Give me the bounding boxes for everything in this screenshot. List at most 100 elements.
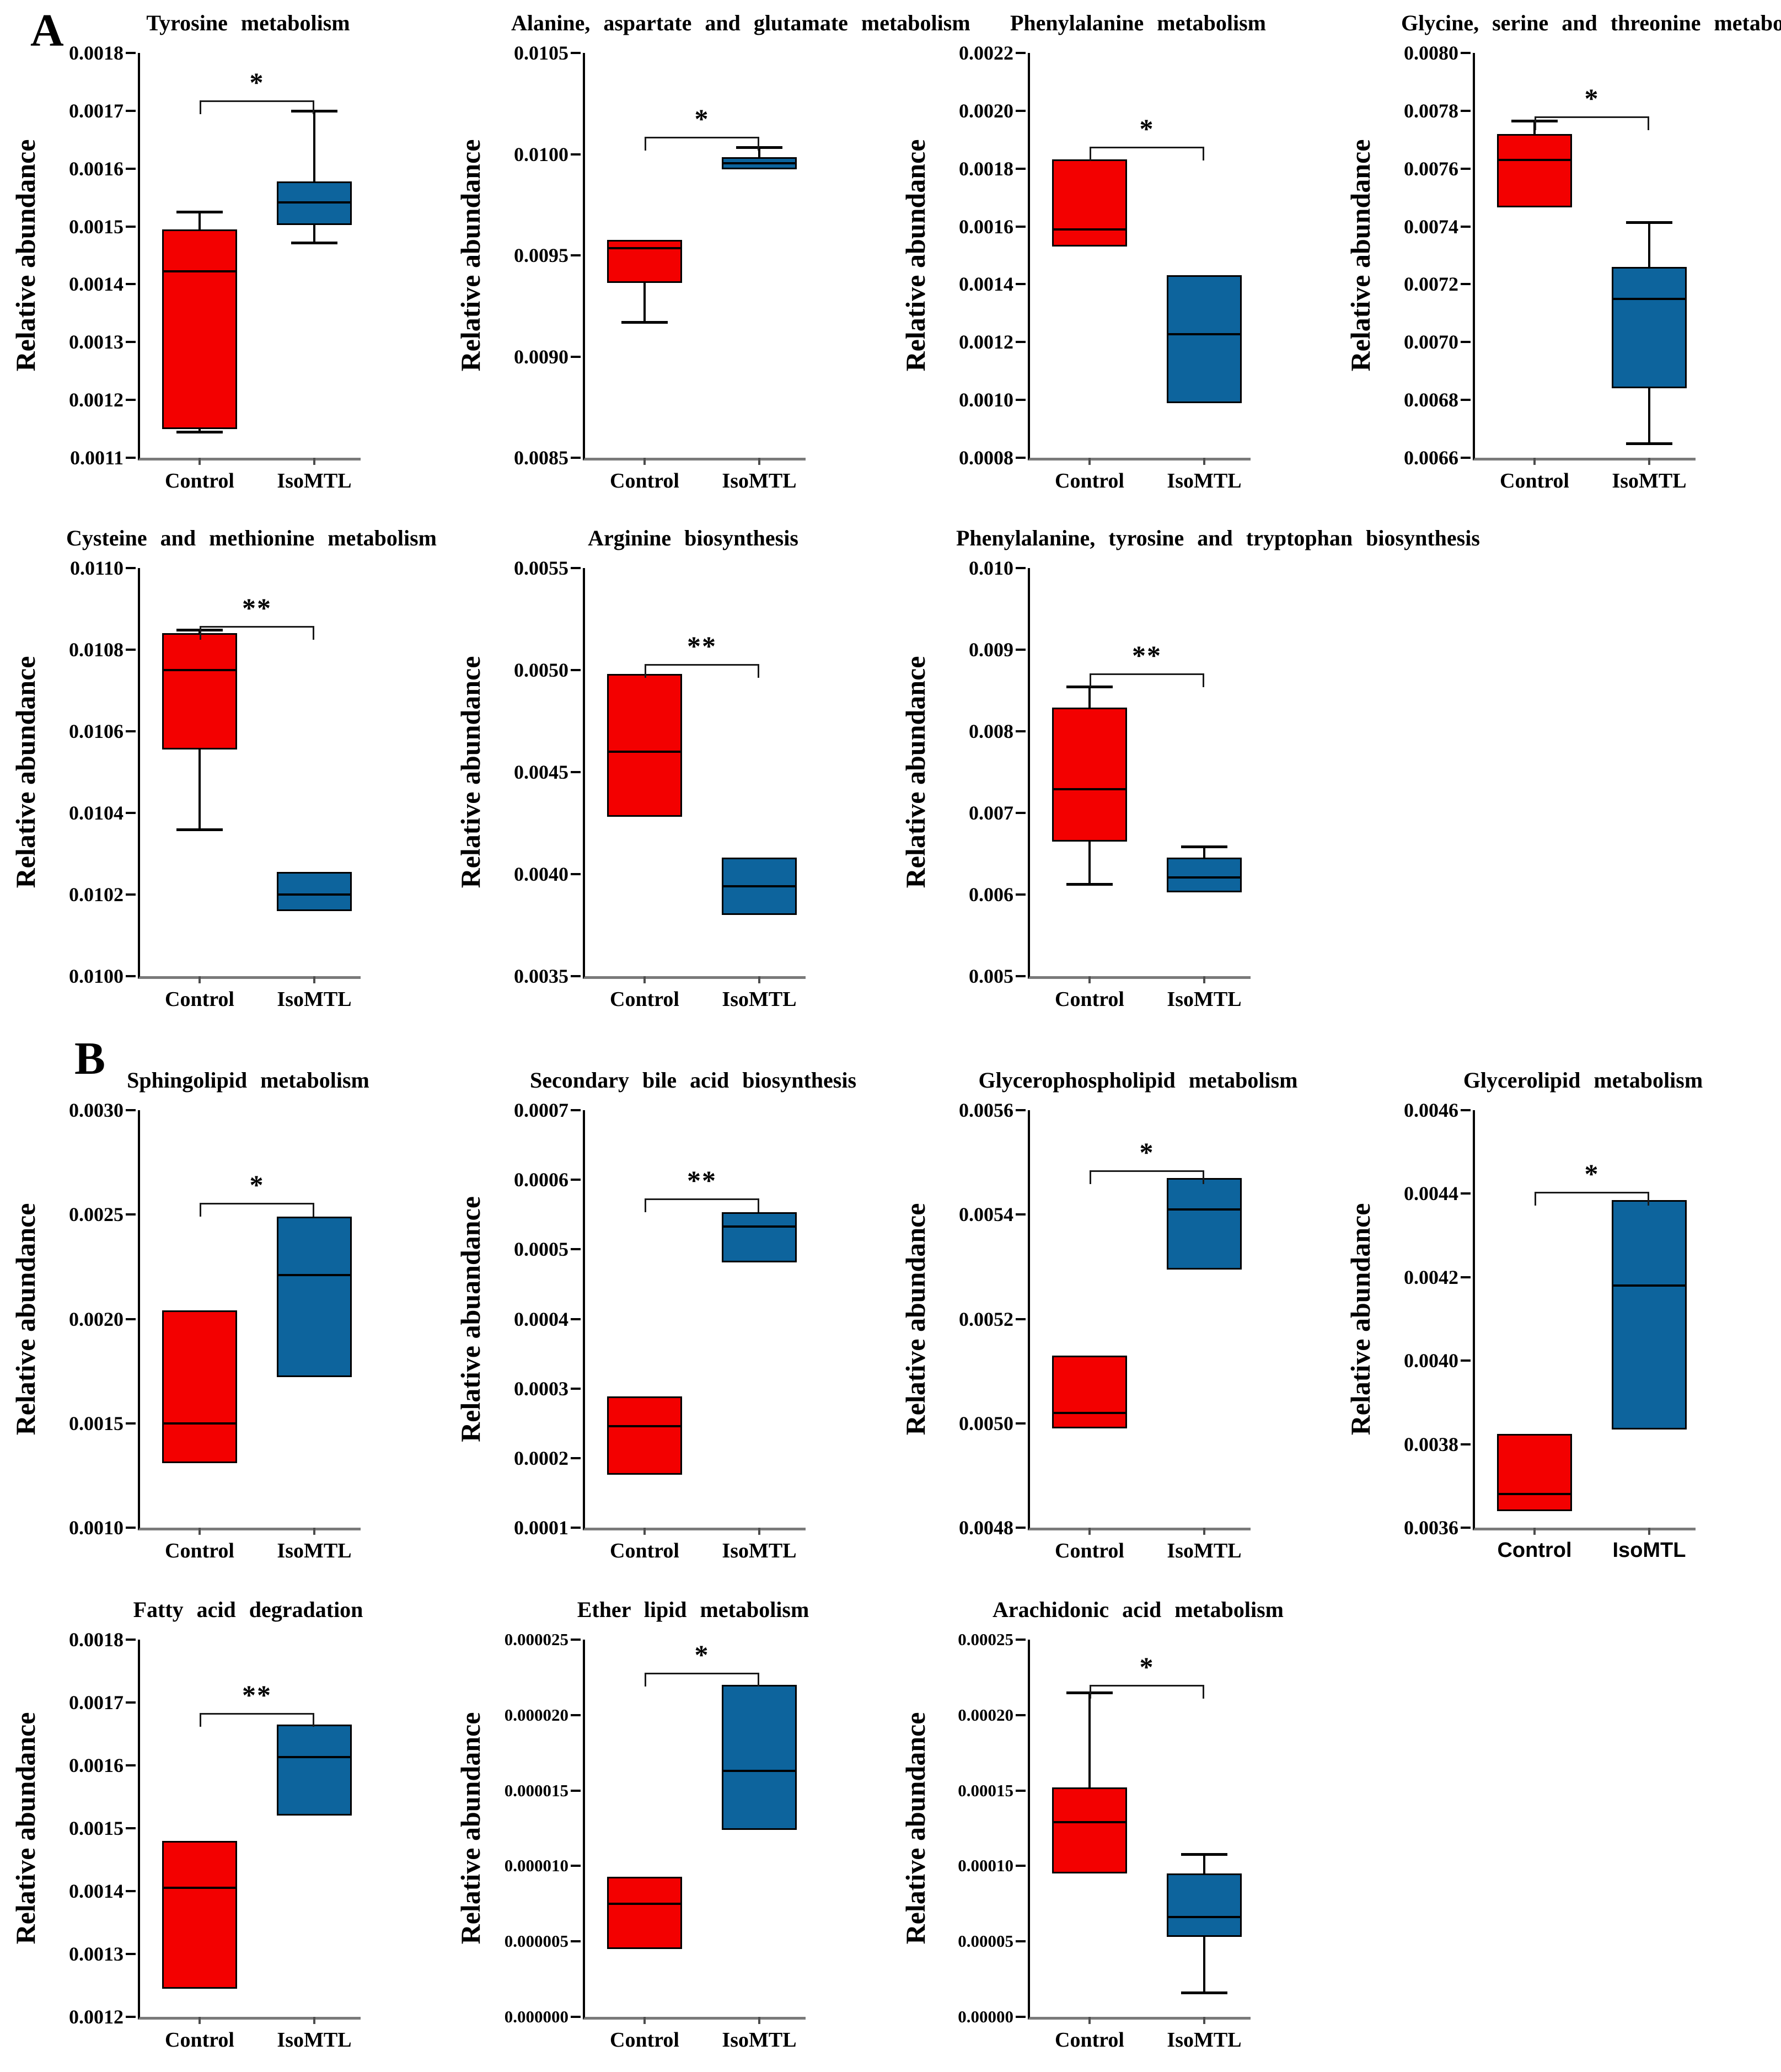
y-tick-label: 0.0078 <box>1404 99 1458 122</box>
significance-bracket-end <box>1535 116 1536 131</box>
subplot: Glycerophospholipid metabolism Relative a… <box>890 1031 1335 1583</box>
x-tick <box>1203 2017 1205 2024</box>
significance-label: * <box>1139 113 1155 144</box>
significance-bracket-end <box>1203 673 1204 687</box>
subplot: Fatty acid degradation Relative abundance… <box>0 1583 445 2072</box>
median-line <box>162 1887 237 1889</box>
y-tick-label: 0.0012 <box>959 331 1013 354</box>
x-tick <box>199 458 201 465</box>
y-tick <box>1016 567 1026 569</box>
x-category-label: Control <box>165 988 234 1011</box>
y-tick <box>1016 2016 1026 2018</box>
y-tick-label: 0.000000 <box>504 2007 568 2026</box>
y-tick-label: 0.0014 <box>69 273 124 296</box>
significance-bracket <box>645 1673 759 1675</box>
plot-area: 0.0085 0.0090 0.0095 0.0100 0.0105 Control Iso… <box>514 42 806 492</box>
y-tick-label: 0.0016 <box>959 215 1013 238</box>
x-category-label: Control <box>610 1539 679 1562</box>
x-tick <box>1088 458 1091 465</box>
box-isomtl <box>1167 858 1242 892</box>
plot-title: Ether lipid metabolism <box>577 1597 809 1622</box>
box-control <box>1497 133 1572 208</box>
subplot: Phenylalanine, tyrosine and tryptophan b… <box>890 513 1480 1031</box>
whisker-lower <box>199 429 201 432</box>
y-tick-label: 0.0015 <box>69 215 124 238</box>
y-tick <box>1016 812 1026 814</box>
y-tick-label: 0.000010 <box>504 1856 568 1876</box>
box-control <box>607 1876 682 1949</box>
y-tick <box>1461 1109 1471 1111</box>
y-tick-label: 0.0066 <box>1404 447 1458 469</box>
whisker-cap <box>176 211 223 214</box>
y-tick <box>1016 975 1026 977</box>
y-tick <box>1016 1109 1026 1111</box>
subplot: Glycerolipid metabolism Relative abundanc… <box>1335 1031 1780 1583</box>
y-tick-label: 0.00020 <box>958 1705 1013 1725</box>
y-tick <box>1016 225 1026 228</box>
median-line <box>1052 788 1127 791</box>
y-axis-label: Relative abundance <box>900 656 931 888</box>
whisker-cap <box>1181 845 1227 848</box>
x-category-label: IsoMTL <box>1167 1539 1242 1562</box>
significance-bracket-end <box>313 1203 314 1217</box>
y-tick <box>1016 1789 1026 1792</box>
median-line <box>607 751 682 753</box>
significance-bracket <box>1090 147 1204 149</box>
x-tick <box>1533 458 1536 465</box>
y-tick <box>126 1701 136 1704</box>
whisker-upper <box>758 147 760 157</box>
y-tick-label: 0.0013 <box>69 331 124 354</box>
y-tick-label: 0.0018 <box>959 157 1013 180</box>
significance-bracket-end <box>200 1713 201 1727</box>
plot-area: 0.005 0.006 0.007 0.008 0.009 0.010 Control Iso… <box>969 557 1251 1011</box>
box-control <box>1052 1355 1127 1429</box>
x-tick <box>1533 1528 1536 1535</box>
y-axis-label: Relative abundance <box>900 1712 931 1945</box>
y-tick-label: 0.0045 <box>514 761 568 783</box>
y-tick-label: 0.010 <box>969 557 1013 579</box>
whisker-cap <box>1066 882 1113 886</box>
y-tick-label: 0.0046 <box>1404 1099 1458 1121</box>
y-tick-label: 0.000025 <box>504 1630 568 1649</box>
whisker-upper <box>1088 1692 1091 1788</box>
x-category-label: Control <box>1055 988 1124 1011</box>
y-tick-label: 0.0002 <box>514 1447 568 1469</box>
significance-bracket-end <box>758 663 759 678</box>
plot-title: Fatty acid degradation <box>133 1597 363 1622</box>
y-tick <box>1461 109 1471 112</box>
panel-b-label: B <box>74 1033 106 1084</box>
significance-label: ** <box>1132 639 1162 671</box>
y-tick-label: 0.0020 <box>69 1308 124 1330</box>
box-isomtl <box>277 1217 352 1378</box>
y-tick <box>1461 341 1471 344</box>
y-tick <box>126 1422 136 1425</box>
x-category-label: IsoMTL <box>1612 469 1687 492</box>
significance-bracket-end <box>1648 116 1649 131</box>
whisker-lower <box>199 749 201 829</box>
y-tick-label: 0.0055 <box>514 557 568 579</box>
median-line <box>1612 297 1687 300</box>
y-tick <box>571 2016 581 2018</box>
box-isomtl <box>1167 1178 1242 1270</box>
y-tick <box>126 1953 136 1955</box>
y-tick-label: 0.0006 <box>514 1169 568 1191</box>
whisker-cap <box>176 430 223 433</box>
y-tick-label: 0.0020 <box>959 99 1013 122</box>
box-isomtl <box>1612 1200 1687 1430</box>
box-control <box>607 674 682 817</box>
significance-label: * <box>1584 83 1600 114</box>
plot-title: Phenylalanine, tyrosine and tryptophan b… <box>956 526 1480 550</box>
plot-area: 0.000000 0.000005 0.000010 0.000015 0.000020… <box>505 1630 806 2052</box>
significance-bracket <box>200 100 314 102</box>
x-tick <box>1088 1528 1091 1535</box>
subplot: Tyrosine metabolism Relative abundance 0.0… <box>0 0 445 513</box>
whisker-lower <box>1088 841 1091 884</box>
y-tick <box>571 1457 581 1459</box>
y-tick <box>126 109 136 112</box>
plot-row: Cysteine and methionine metabolism Relati… <box>0 513 1781 1031</box>
y-tick <box>571 975 581 977</box>
plot-area: 0.0048 0.0050 0.0052 0.0054 0.0056 Control Iso… <box>959 1099 1251 1562</box>
box-isomtl <box>277 181 352 226</box>
y-tick <box>126 52 136 54</box>
plot-row: Sphingolipid metabolism Relative abundanc… <box>0 1031 1781 1583</box>
